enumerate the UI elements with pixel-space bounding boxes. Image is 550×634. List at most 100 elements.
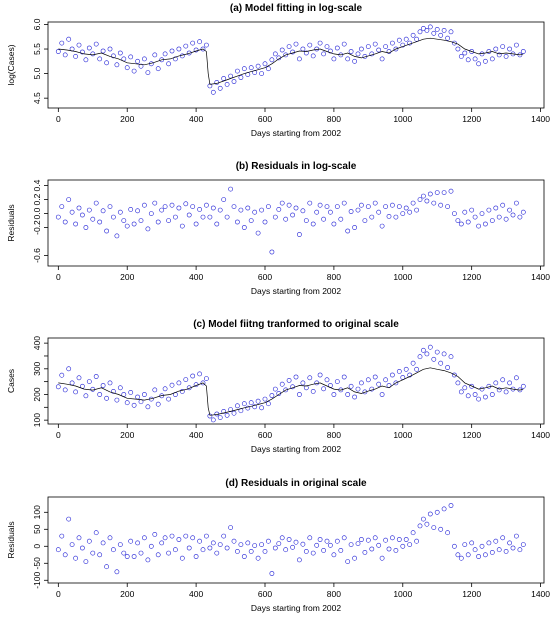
data-point: [352, 555, 357, 561]
data-point: [489, 218, 495, 223]
data-point: [276, 206, 282, 212]
data-point: [162, 535, 168, 541]
data-point: [321, 548, 326, 553]
data-point: [66, 366, 72, 372]
data-point: [238, 542, 244, 547]
data-point: [290, 544, 295, 550]
data-point: [379, 555, 385, 561]
data-point: [252, 543, 258, 548]
data-point: [307, 42, 313, 48]
data-point: [169, 382, 175, 388]
x-tick-label: 600: [258, 430, 272, 440]
data-point: [445, 204, 450, 209]
data-point: [338, 548, 344, 553]
x-tick-label: 600: [258, 114, 272, 124]
y-axis-label: Residuals: [6, 204, 16, 241]
data-point: [424, 27, 430, 33]
data-point: [217, 542, 223, 547]
data-point: [111, 214, 116, 220]
data-point: [493, 205, 499, 211]
data-point: [324, 44, 330, 49]
data-point: [210, 417, 216, 423]
data-point: [190, 535, 196, 541]
data-point: [83, 559, 89, 564]
data-point: [331, 392, 337, 397]
data-point: [97, 392, 103, 397]
data-point: [262, 219, 268, 225]
data-point: [231, 204, 237, 209]
data-point: [62, 387, 68, 393]
data-point: [372, 535, 378, 541]
data-point: [334, 538, 340, 544]
data-point: [269, 393, 275, 398]
x-tick-label: 200: [120, 114, 134, 124]
data-point: [472, 547, 478, 553]
data-point: [514, 375, 519, 381]
data-point: [451, 543, 457, 549]
y-tick-label: -50: [32, 557, 42, 570]
data-point: [469, 49, 475, 54]
data-point: [520, 49, 526, 54]
data-point: [438, 360, 444, 366]
data-point: [183, 43, 189, 49]
data-point: [396, 37, 402, 43]
data-point: [334, 379, 340, 384]
data-point: [345, 228, 351, 234]
data-point: [59, 533, 65, 539]
plot-area-frame: [47, 337, 545, 425]
data-point: [341, 535, 347, 541]
data-point: [86, 207, 92, 213]
data-point: [100, 383, 106, 388]
data-point: [283, 216, 289, 222]
data-point: [365, 44, 371, 49]
data-point: [389, 372, 395, 378]
data-point: [400, 543, 406, 549]
data-point: [410, 360, 416, 366]
data-point: [200, 214, 206, 220]
data-point: [145, 557, 151, 563]
data-point: [372, 374, 378, 380]
data-point: [445, 530, 450, 536]
x-tick-label: 1200: [462, 272, 481, 282]
x-tick-label: 0: [56, 272, 61, 282]
data-point: [90, 550, 96, 556]
data-point: [427, 191, 433, 197]
data-point: [279, 535, 285, 541]
chart-panel-c: (c) Model fiitng tranformed to original …: [6, 319, 550, 454]
data-point: [155, 401, 161, 407]
data-point: [217, 207, 223, 213]
data-point: [410, 530, 416, 536]
data-point: [420, 193, 426, 199]
data-point: [458, 389, 464, 395]
y-tick-label: -0.2: [32, 220, 42, 235]
data-point: [76, 535, 82, 541]
data-point: [389, 202, 395, 208]
data-point: [327, 48, 333, 54]
data-point: [476, 554, 481, 559]
data-point: [417, 354, 423, 360]
data-point: [420, 516, 426, 522]
data-point: [462, 209, 468, 215]
y-tick-label: 100: [32, 505, 42, 519]
data-point: [520, 209, 526, 215]
data-point: [479, 386, 485, 392]
x-tick-label: 200: [120, 589, 134, 599]
data-point: [172, 214, 178, 220]
data-point: [300, 46, 306, 52]
data-point: [334, 45, 340, 51]
y-tick-label: 0.2: [32, 193, 42, 205]
data-point: [438, 526, 444, 532]
data-point: [462, 50, 468, 56]
data-point: [448, 354, 454, 360]
data-point: [383, 537, 388, 543]
y-tick-label: 0.0: [32, 207, 42, 219]
data-point: [290, 49, 295, 55]
data-point: [465, 57, 471, 63]
data-point: [376, 209, 382, 215]
data-point: [358, 46, 364, 52]
data-point: [135, 540, 140, 546]
data-point: [86, 379, 92, 384]
data-point: [124, 223, 130, 229]
data-point: [221, 197, 227, 202]
data-point: [193, 554, 199, 559]
